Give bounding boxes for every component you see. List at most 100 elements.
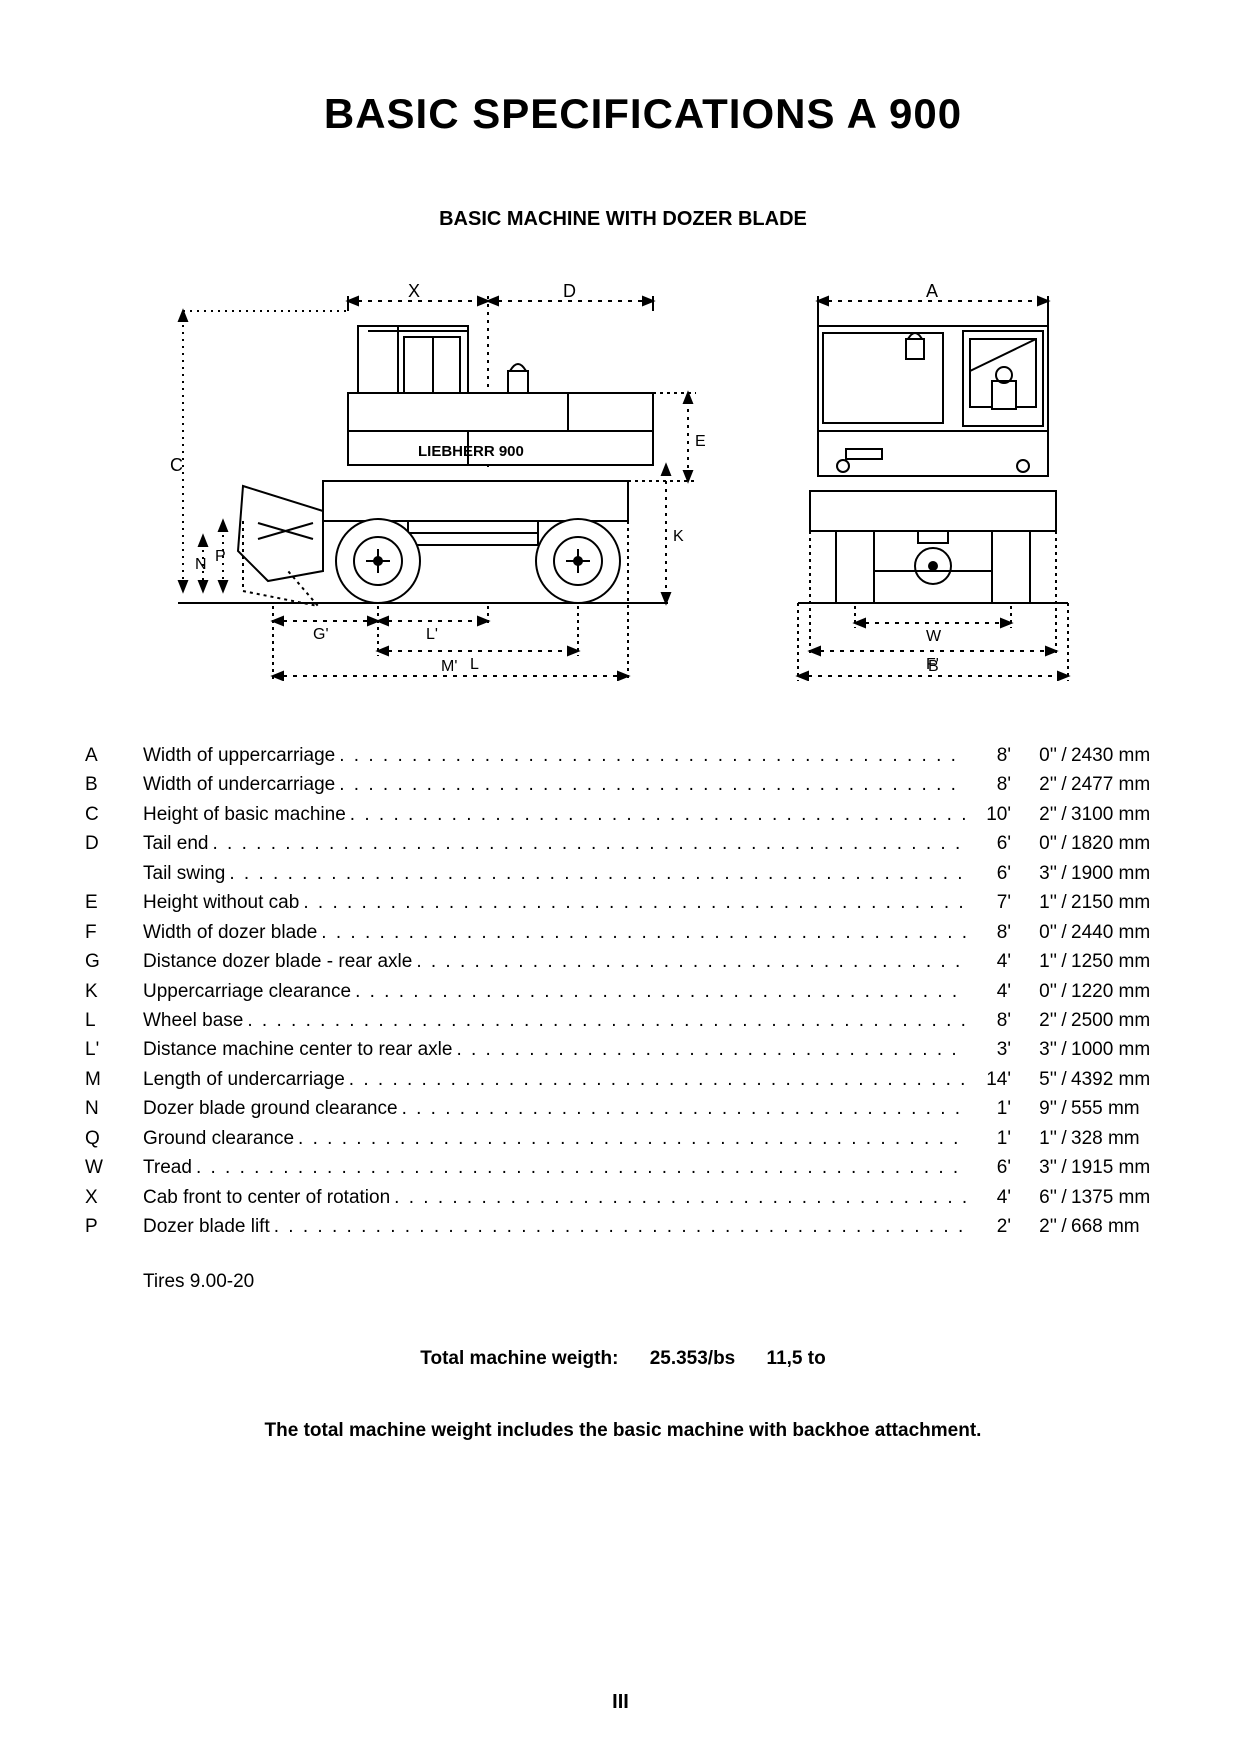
spec-mm: 1900 mm	[1071, 859, 1181, 888]
spec-mm: 1915 mm	[1071, 1153, 1181, 1182]
svg-text:N: N	[195, 556, 207, 573]
spec-sep: /	[1057, 977, 1071, 1006]
spec-row: MLength of undercarriage . . . . . . . .…	[85, 1065, 1181, 1094]
svg-text:X: X	[408, 281, 420, 301]
spec-inches: 1''	[1011, 888, 1057, 917]
spec-feet: 1'	[967, 1124, 1011, 1153]
spec-feet: 2'	[967, 1212, 1011, 1241]
spec-sep: /	[1057, 1065, 1071, 1094]
spec-inches: 2''	[1011, 1006, 1057, 1035]
spec-key: F	[85, 918, 143, 947]
page-title: BASIC SPECIFICATIONS A 900	[115, 90, 1171, 138]
spec-key: Q	[85, 1124, 143, 1153]
svg-text:E: E	[695, 433, 706, 450]
spec-key: L	[85, 1006, 143, 1035]
spec-label: Distance dozer blade - rear axle	[143, 947, 412, 976]
spec-inches: 0''	[1011, 918, 1057, 947]
spec-row: AWidth of uppercarriage . . . . . . . . …	[85, 741, 1181, 770]
spec-label: Tread	[143, 1153, 192, 1182]
spec-mm: 1250 mm	[1071, 947, 1181, 976]
spec-label: Height without cab	[143, 888, 299, 917]
weight-lbs: 25.353/bs	[650, 1348, 736, 1370]
weight-line: Total machine weigth: 25.353/bs 11,5 to	[75, 1348, 1171, 1370]
svg-text:W: W	[926, 628, 942, 645]
spec-label: Tail end	[143, 829, 209, 858]
spec-sep: /	[1057, 1183, 1071, 1212]
spec-row: QGround clearance . . . . . . . . . . . …	[85, 1124, 1181, 1153]
spec-feet: 4'	[967, 947, 1011, 976]
spec-dots: . . . . . . . . . . . . . . . . . . . . …	[412, 947, 967, 976]
spec-label: Cab front to center of rotation	[143, 1183, 390, 1212]
spec-mm: 1220 mm	[1071, 977, 1181, 1006]
spec-feet: 8'	[967, 1006, 1011, 1035]
spec-inches: 1''	[1011, 947, 1057, 976]
spec-dots: . . . . . . . . . . . . . . . . . . . . …	[452, 1035, 967, 1064]
svg-text:D: D	[563, 281, 576, 301]
spec-sep: /	[1057, 918, 1071, 947]
spec-row: FWidth of dozer blade . . . . . . . . . …	[85, 918, 1181, 947]
svg-text:C: C	[170, 455, 183, 475]
spec-key: W	[85, 1153, 143, 1182]
spec-feet: 14'	[967, 1065, 1011, 1094]
spec-key: K	[85, 977, 143, 1006]
spec-row: DTail end . . . . . . . . . . . . . . . …	[85, 829, 1181, 858]
spec-sep: /	[1057, 800, 1071, 829]
spec-label: Tail swing	[143, 859, 225, 888]
side-view-diagram: C N P X D	[148, 271, 718, 681]
spec-row: WTread . . . . . . . . . . . . . . . . .…	[85, 1153, 1181, 1182]
spec-feet: 8'	[967, 741, 1011, 770]
spec-label: Ground clearance	[143, 1124, 294, 1153]
diagram-container: C N P X D	[75, 271, 1171, 681]
spec-mm: 2500 mm	[1071, 1006, 1181, 1035]
spec-row: PDozer blade lift . . . . . . . . . . . …	[85, 1212, 1181, 1241]
spec-mm: 328 mm	[1071, 1124, 1181, 1153]
rear-view-diagram: A	[758, 271, 1098, 681]
svg-text:A: A	[926, 281, 938, 301]
spec-inches: 2''	[1011, 800, 1057, 829]
weight-tons: 11,5 to	[767, 1348, 826, 1370]
spec-key: G	[85, 947, 143, 976]
spec-mm: 1820 mm	[1071, 829, 1181, 858]
spec-sep: /	[1057, 888, 1071, 917]
spec-feet: 1'	[967, 1094, 1011, 1123]
spec-feet: 8'	[967, 770, 1011, 799]
spec-row: KUppercarriage clearance . . . . . . . .…	[85, 977, 1181, 1006]
spec-inches: 5''	[1011, 1065, 1057, 1094]
spec-mm: 668 mm	[1071, 1212, 1181, 1241]
spec-key: N	[85, 1094, 143, 1123]
spec-sep: /	[1057, 1153, 1071, 1182]
spec-inches: 2''	[1011, 770, 1057, 799]
spec-dots: . . . . . . . . . . . . . . . . . . . . …	[299, 888, 967, 917]
spec-inches: 3''	[1011, 1035, 1057, 1064]
page-subtitle: BASIC MACHINE WITH DOZER BLADE	[75, 208, 1171, 231]
spec-dots: . . . . . . . . . . . . . . . . . . . . …	[351, 977, 967, 1006]
spec-feet: 6'	[967, 829, 1011, 858]
machine-text: LIEBHERR 900	[418, 443, 524, 460]
spec-feet: 8'	[967, 918, 1011, 947]
spec-row: Tail swing . . . . . . . . . . . . . . .…	[85, 859, 1181, 888]
spec-inches: 9''	[1011, 1094, 1057, 1123]
spec-sep: /	[1057, 770, 1071, 799]
spec-row: GDistance dozer blade - rear axle . . . …	[85, 947, 1181, 976]
spec-sep: /	[1057, 859, 1071, 888]
spec-key: E	[85, 888, 143, 917]
spec-mm: 1375 mm	[1071, 1183, 1181, 1212]
spec-sep: /	[1057, 1124, 1071, 1153]
spec-mm: 4392 mm	[1071, 1065, 1181, 1094]
spec-table: AWidth of uppercarriage . . . . . . . . …	[85, 741, 1181, 1241]
spec-label: Uppercarriage clearance	[143, 977, 351, 1006]
spec-feet: 4'	[967, 977, 1011, 1006]
spec-label: Width of dozer blade	[143, 918, 317, 947]
page-number: III	[0, 1691, 1241, 1714]
spec-dots: . . . . . . . . . . . . . . . . . . . . …	[209, 829, 968, 858]
spec-row: EHeight without cab . . . . . . . . . . …	[85, 888, 1181, 917]
spec-dots: . . . . . . . . . . . . . . . . . . . . …	[345, 1065, 967, 1094]
spec-feet: 6'	[967, 1153, 1011, 1182]
spec-row: CHeight of basic machine . . . . . . . .…	[85, 800, 1181, 829]
spec-label: Width of uppercarriage	[143, 741, 335, 770]
spec-dots: . . . . . . . . . . . . . . . . . . . . …	[225, 859, 967, 888]
spec-inches: 6''	[1011, 1183, 1057, 1212]
spec-row: L'Distance machine center to rear axle .…	[85, 1035, 1181, 1064]
svg-text:G': G'	[313, 626, 329, 643]
spec-inches: 0''	[1011, 741, 1057, 770]
